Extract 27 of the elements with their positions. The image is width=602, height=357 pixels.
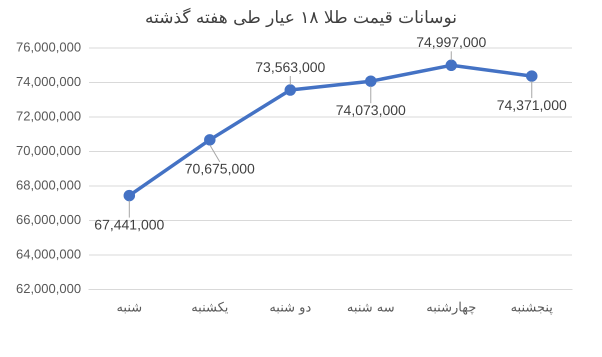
y-tick-label: 62,000,000 (16, 280, 82, 296)
point (365, 75, 377, 87)
point (446, 60, 458, 72)
y-tick-label: 70,000,000 (16, 143, 82, 158)
x-tick-label: پنجشنبه (510, 300, 554, 316)
y-tick-label: 74,000,000 (16, 74, 82, 90)
y-tick-label: 64,000,000 (16, 246, 82, 262)
data-label: 70,675,000 (184, 160, 256, 177)
data-label: 67,441,000 (94, 216, 165, 232)
y-tick-label: 76,000,000 (16, 40, 82, 55)
point (204, 134, 216, 146)
chart-title: نوسانات قیمت طلا ۱۸ عیار طی هفته گذشته (144, 8, 458, 28)
x-tick-label: یکشنبه (191, 300, 229, 316)
y-tick-label: 66,000,000 (16, 212, 82, 228)
x-tick-label: دو شنبه (269, 300, 312, 316)
x-tick-label: چهارشنبه (426, 300, 476, 316)
x-tick-label: شنبه (116, 300, 142, 316)
data-label: 73,563,000 (255, 58, 326, 75)
point (284, 84, 296, 96)
point (124, 190, 136, 202)
x-tick-label: سه شنبه (346, 300, 395, 316)
y-tick-label: 68,000,000 (16, 178, 82, 193)
data-label: 74,997,000 (416, 34, 487, 50)
point (526, 70, 538, 82)
data-label: 74,371,000 (496, 96, 567, 113)
data-label: 74,073,000 (336, 102, 406, 118)
y-tick-label: 72,000,000 (16, 108, 82, 124)
